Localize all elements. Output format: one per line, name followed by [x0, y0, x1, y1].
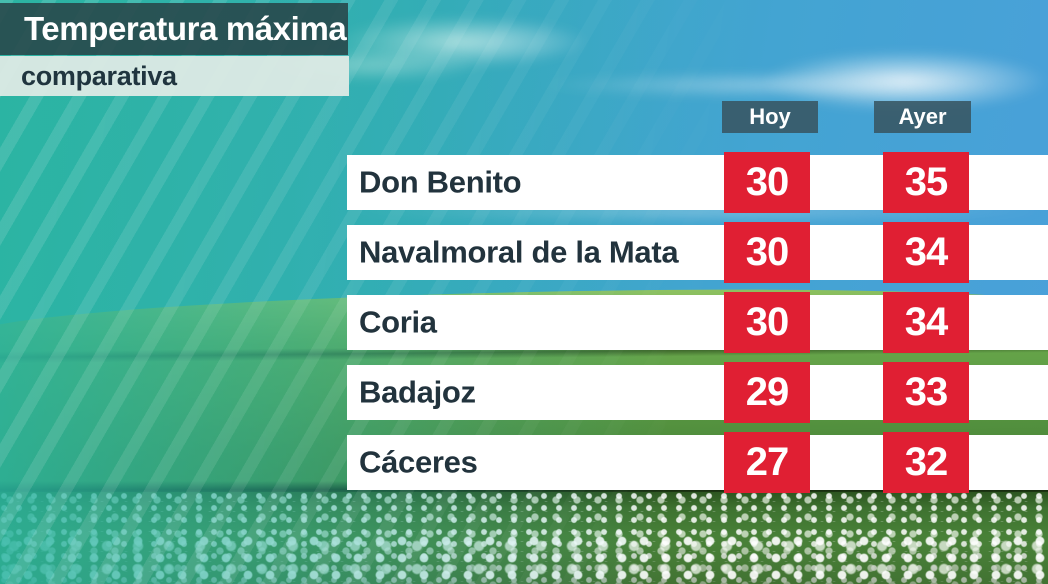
column-header-today: Hoy: [722, 101, 818, 133]
column-header-yesterday: Ayer: [874, 101, 971, 133]
subtitle-bar: comparativa: [0, 56, 349, 96]
page-title: Temperatura máxima: [24, 10, 347, 47]
temp-today-value: 29: [724, 362, 810, 423]
temp-yesterday-value: 35: [883, 152, 969, 213]
temp-today-value: 30: [724, 152, 810, 213]
temp-yesterday-value: 34: [883, 292, 969, 353]
temp-yesterday-value: 34: [883, 222, 969, 283]
city-label: Coria: [359, 303, 437, 339]
page-subtitle: comparativa: [21, 60, 177, 91]
temp-yesterday-value: 32: [883, 432, 969, 493]
temp-yesterday-value: 33: [883, 362, 969, 423]
table-row: Navalmoral de la Mata 30 34: [347, 222, 1048, 283]
table-row: Coria 30 34: [347, 292, 1048, 353]
city-label: Don Benito: [359, 163, 522, 199]
table-row: Badajoz 29 33: [347, 362, 1048, 423]
city-label: Navalmoral de la Mata: [359, 233, 679, 269]
table-row: Cáceres 27 32: [347, 432, 1048, 493]
temp-today-value: 30: [724, 292, 810, 353]
temp-today-value: 30: [724, 222, 810, 283]
city-label: Cáceres: [359, 443, 478, 479]
title-bar: Temperatura máxima: [0, 3, 348, 55]
city-label: Badajoz: [359, 373, 476, 409]
table-row: Don Benito 30 35: [347, 152, 1048, 213]
temp-today-value: 27: [724, 432, 810, 493]
